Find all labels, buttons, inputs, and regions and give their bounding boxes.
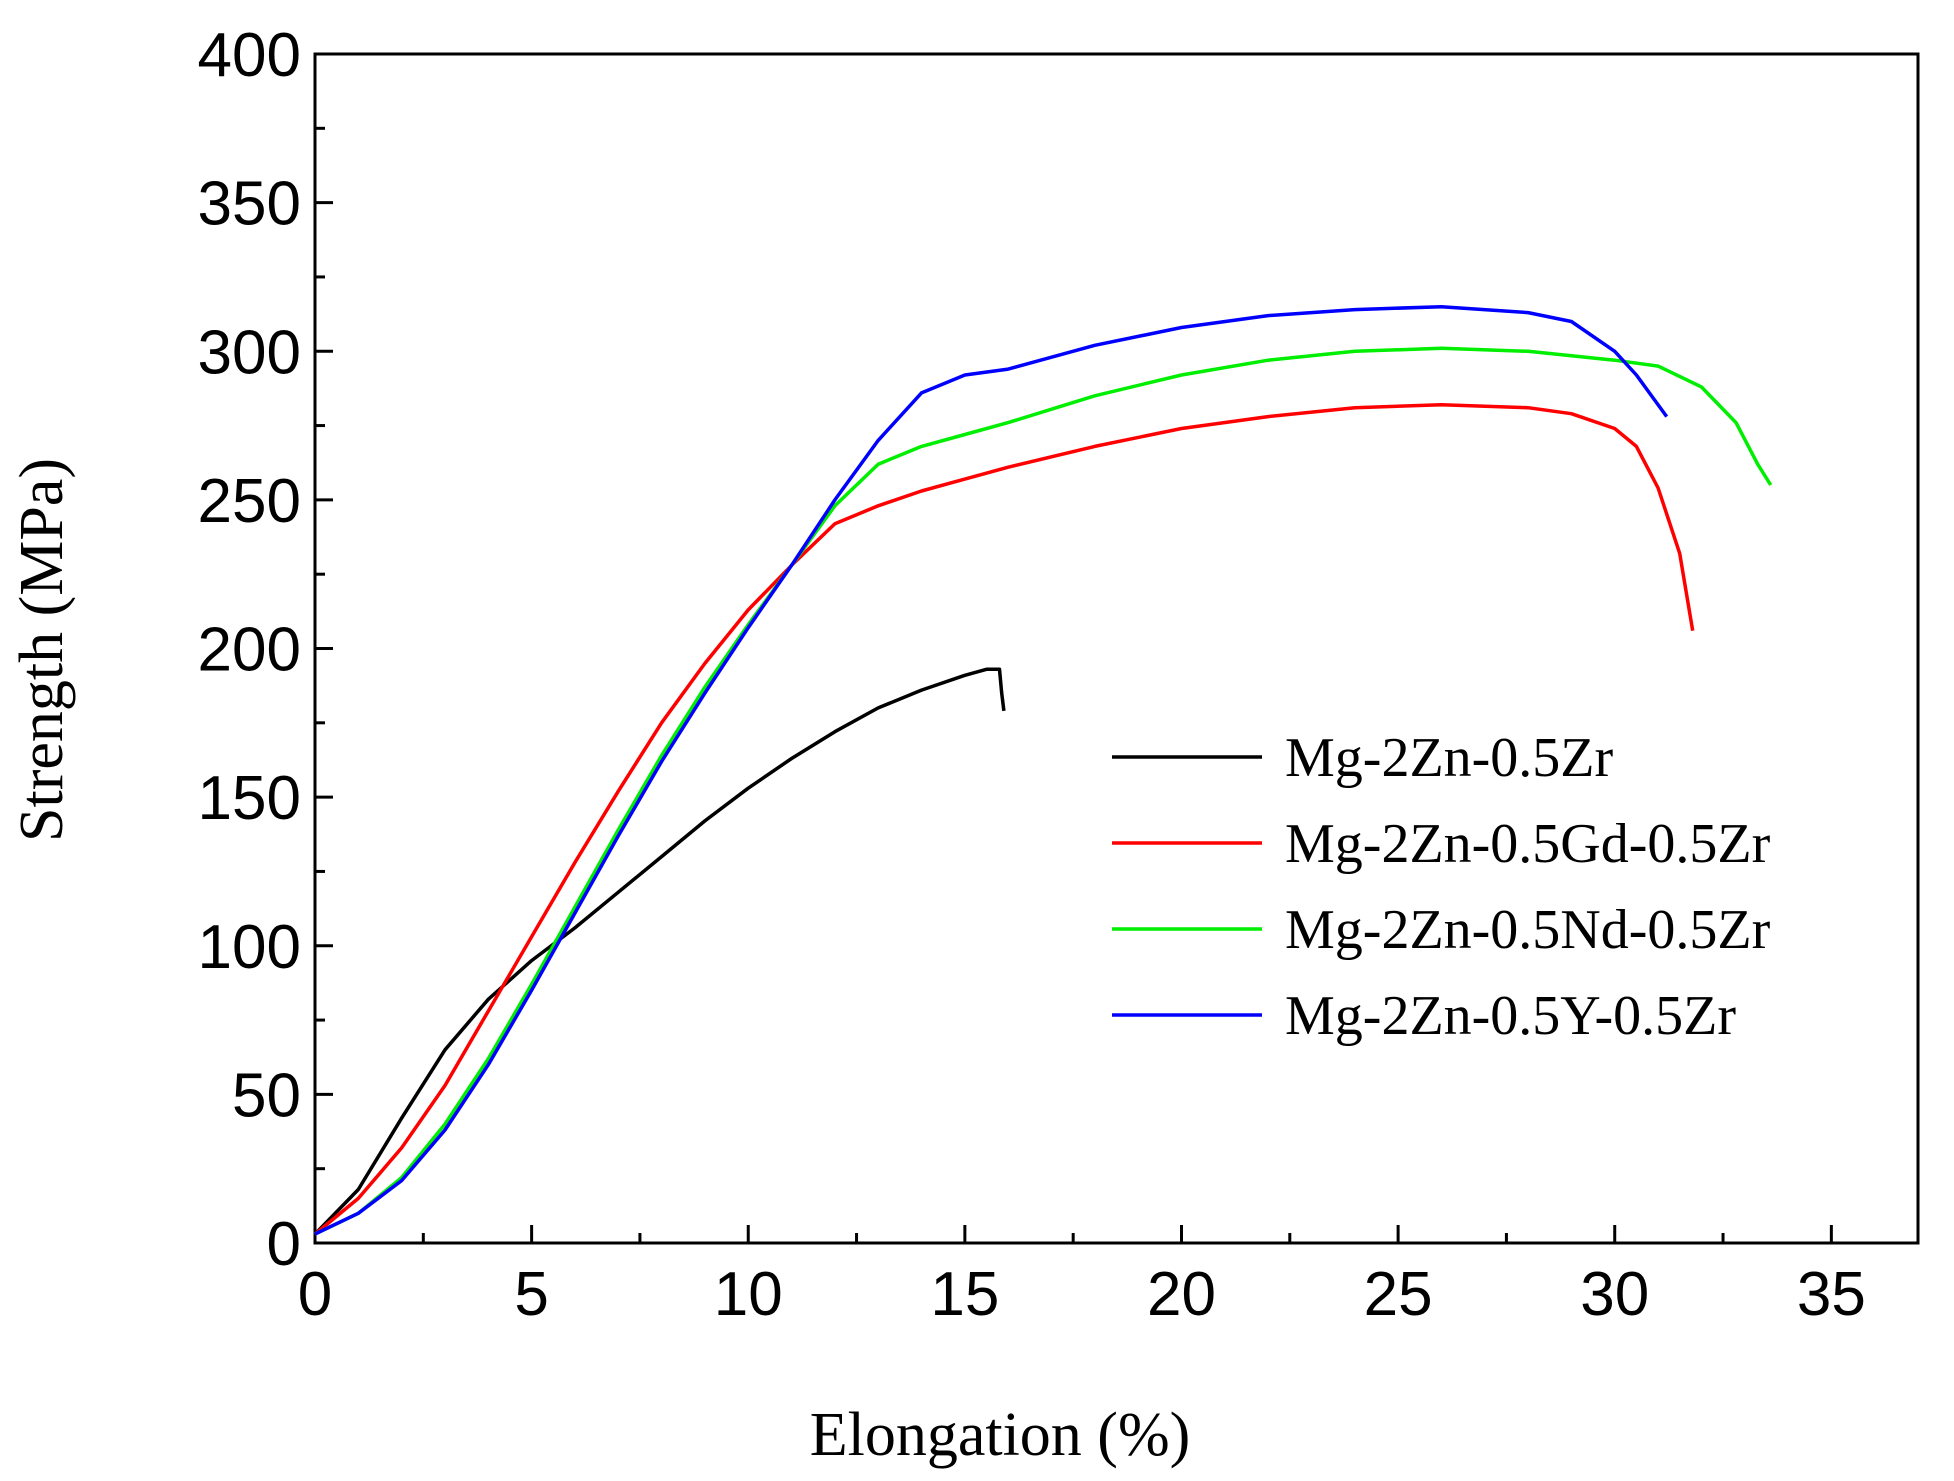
legend-label: Mg-2Zn-0.5Zr (1285, 727, 1614, 789)
legend-item-3: Mg-2Zn-0.5Nd-0.5Zr (1112, 899, 1771, 961)
x-tick-label: 30 (1580, 1260, 1649, 1329)
series-line-1 (313, 667, 1006, 1236)
x-tick-label: 20 (1147, 1260, 1216, 1329)
series-line-3 (314, 346, 1773, 1236)
plot-frame (313, 52, 1920, 1245)
y-tick-label: 300 (198, 318, 301, 387)
x-tick-label: 25 (1364, 1260, 1433, 1329)
x-tick-label: 0 (298, 1260, 332, 1329)
y-tick-label: 400 (198, 21, 301, 90)
axis-ticks (313, 52, 1833, 1245)
x-tick-label: 35 (1797, 1260, 1866, 1329)
x-tick-label: 15 (930, 1260, 999, 1329)
y-tick-label: 0 (267, 1210, 301, 1279)
y-tick-label: 250 (198, 467, 301, 536)
series-line-2 (313, 403, 1695, 1236)
y-tick-label: 50 (232, 1061, 301, 1130)
legend-item-4: Mg-2Zn-0.5Y-0.5Zr (1112, 985, 1736, 1047)
series-lines (313, 304, 1773, 1236)
y-tick-label: 350 (198, 170, 301, 239)
x-axis-title: Elongation (%) (810, 1401, 1191, 1469)
y-tick-label: 100 (198, 913, 301, 982)
legend-item-1: Mg-2Zn-0.5Zr (1112, 727, 1614, 789)
y-axis-title: Strength (MPa) (8, 458, 76, 842)
legend-label: Mg-2Zn-0.5Y-0.5Zr (1285, 985, 1736, 1047)
legend-label: Mg-2Zn-0.5Nd-0.5Zr (1285, 899, 1771, 961)
x-tick-label: 10 (714, 1260, 783, 1329)
legend-item-2: Mg-2Zn-0.5Gd-0.5Zr (1112, 813, 1771, 875)
x-tick-label: 5 (514, 1260, 548, 1329)
series-line-4 (314, 304, 1669, 1236)
y-tick-label: 150 (198, 764, 301, 833)
legend: Mg-2Zn-0.5Zr Mg-2Zn-0.5Gd-0.5Zr Mg-2Zn-0.5… (1112, 727, 1771, 1047)
y-tick-label: 200 (198, 616, 301, 685)
legend-label: Mg-2Zn-0.5Gd-0.5Zr (1285, 813, 1771, 875)
